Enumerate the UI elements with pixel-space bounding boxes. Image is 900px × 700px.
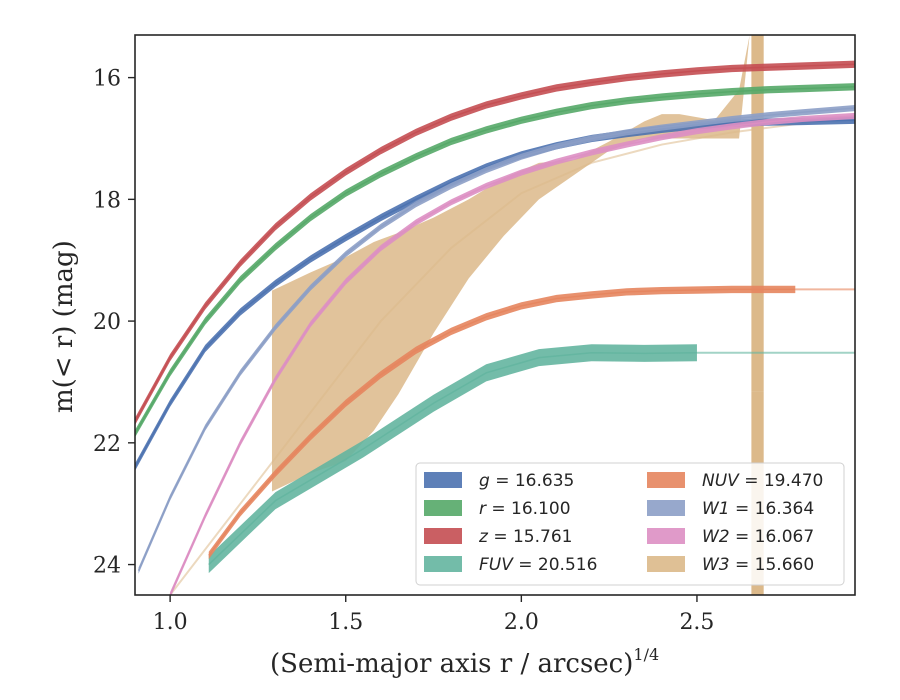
legend-swatch-w3: [647, 556, 685, 572]
legend-label-nuv: NUV = 19.470: [702, 471, 823, 491]
legend-swatch-g: [424, 472, 462, 488]
series-z: [135, 60, 855, 426]
legend-swatch-w1: [647, 500, 685, 516]
axis-ticks: 1.0 1.5 2.0 2.5 16 18 20 22 24: [93, 67, 714, 635]
legend-swatch-w2: [647, 528, 685, 544]
legend-label-r: r = 16.100: [479, 499, 571, 519]
y-tick-label: 24: [93, 554, 121, 579]
legend-box: [415, 462, 845, 586]
legend-label-z: z = 15.761: [478, 527, 572, 547]
series-r-line: [135, 85, 855, 435]
plot-data-layer: [135, 35, 855, 595]
plot-frame: [134, 34, 856, 596]
series-z-line: [135, 63, 855, 422]
legend-swatch-nuv: [647, 472, 685, 488]
series-w2-line: [169, 115, 855, 595]
w3-error-region: [271, 35, 764, 492]
series-w2: [169, 112, 855, 595]
series-fuv-band: [208, 344, 697, 574]
x-tick-label: 1.0: [153, 610, 188, 635]
y-tick-label: 18: [93, 188, 121, 213]
x-axis-title: (Semi-major axis r / arcsec)1/4: [270, 645, 659, 679]
legend-swatch-r: [424, 500, 462, 516]
legend-label-w3: W3 = 15.660: [702, 555, 814, 575]
y-axis-title: m(< r) (mag): [49, 240, 79, 413]
legend-swatch-fuv: [424, 556, 462, 572]
legend-swatch-z: [424, 528, 462, 544]
series-w1: [137, 105, 855, 574]
x-tick-label: 2.5: [679, 610, 714, 635]
y-tick-label: 20: [93, 310, 121, 335]
series-fuv: [208, 344, 855, 574]
legend-label-fuv: FUV = 20.516: [479, 555, 597, 575]
series-nuv-line: [208, 288, 796, 556]
legend-label-w1: W1 = 16.364: [702, 499, 814, 519]
x-tick-label: 2.0: [504, 610, 539, 635]
x-tick-label: 1.5: [328, 610, 363, 635]
y-tick-label: 16: [93, 67, 121, 92]
series-r: [135, 83, 855, 438]
series-nuv: [208, 285, 855, 560]
y-tick-label: 22: [93, 432, 121, 457]
series-fuv-line: [208, 351, 697, 566]
legend: g = 16.635 r = 16.100 z = 15.761 FUV = 20.5…: [415, 462, 845, 586]
legend-label-w2: W2 = 16.067: [702, 527, 814, 547]
legend-label-g: g = 16.635: [479, 471, 574, 491]
series-w1-line: [137, 107, 855, 571]
